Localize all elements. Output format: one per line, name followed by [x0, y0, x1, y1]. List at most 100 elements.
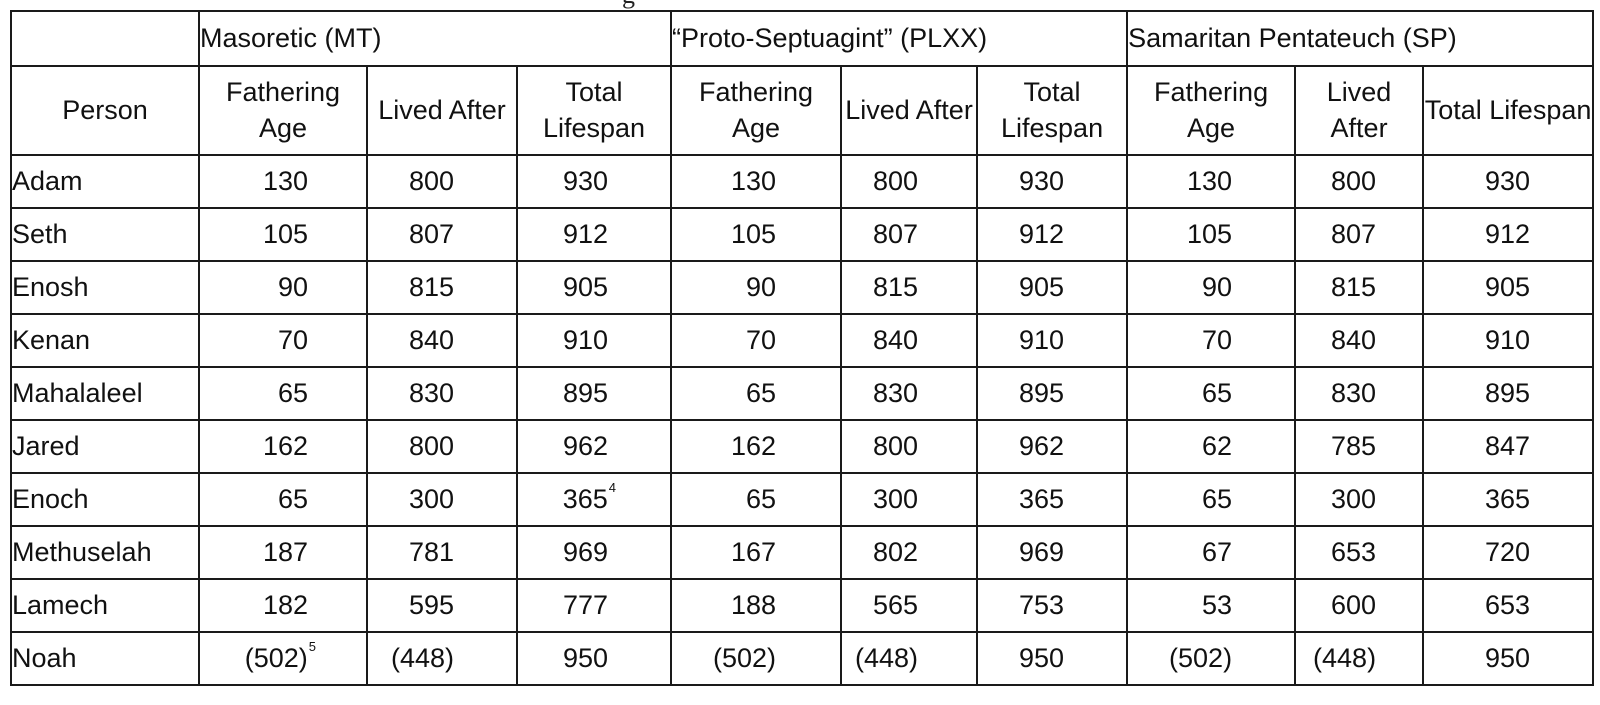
value-cell: 65	[670, 472, 843, 527]
cell-value: 840	[872, 324, 919, 355]
value-cell: 905	[976, 260, 1129, 315]
cell-value: 781	[408, 536, 454, 567]
value-cell: 753	[976, 578, 1129, 633]
value-cell: 830	[1294, 366, 1425, 421]
value-cell: 187	[198, 525, 368, 580]
value-cell: 162	[198, 419, 368, 474]
cell-value: 930	[1485, 165, 1531, 196]
value-cell: 950	[515, 631, 673, 686]
cell-value: 800	[872, 430, 919, 461]
value-cell: 800	[366, 419, 518, 474]
cell-value: 905	[1485, 271, 1531, 302]
cell-value: 365	[562, 483, 608, 514]
value-cell: 950	[976, 631, 1129, 686]
value-cell: 65	[670, 366, 843, 421]
value-cell: 90	[670, 260, 843, 315]
value-cell: 969	[515, 525, 673, 580]
cell-value: 595	[408, 589, 454, 620]
cell-value: 910	[1485, 324, 1531, 355]
value-cell: 807	[366, 207, 518, 262]
value-cell: 188	[670, 578, 843, 633]
cell-value: 807	[408, 218, 454, 249]
cell-value: 65	[745, 483, 777, 514]
value-cell: 167	[670, 525, 843, 580]
corner-cell	[10, 10, 200, 67]
value-cell: 930	[515, 154, 673, 209]
cell-value: 950	[562, 642, 609, 673]
cell-value: 800	[1331, 165, 1377, 196]
cell-value: 90	[745, 271, 777, 302]
cell-value: 65	[277, 483, 308, 514]
value-cell: 105	[670, 207, 843, 262]
cell-value: 182	[262, 589, 308, 620]
cell-value: 800	[408, 165, 454, 196]
value-cell: 300	[1294, 472, 1425, 527]
value-cell: 300	[840, 472, 979, 527]
value-cell: (502)	[1126, 631, 1297, 686]
table-row: Jared 162 800 962 162 800 962 62 785 847	[10, 419, 1595, 474]
value-cell: 365	[976, 472, 1129, 527]
value-cell: 840	[366, 313, 518, 368]
cell-value: 653	[1331, 536, 1377, 567]
value-cell: (502)5	[198, 631, 368, 686]
cell-value: 565	[872, 589, 919, 620]
cell-value: 969	[1019, 536, 1065, 567]
cell-value: 105	[262, 218, 308, 249]
cell-value: 895	[1485, 377, 1531, 408]
cell-value: 830	[872, 377, 919, 408]
value-cell: 595	[366, 578, 518, 633]
value-cell: 807	[1294, 207, 1425, 262]
value-cell: 130	[670, 154, 843, 209]
value-cell: 65	[198, 472, 368, 527]
cell-value: 90	[277, 271, 308, 302]
value-cell: 910	[515, 313, 673, 368]
cell-value: 300	[408, 483, 454, 514]
cell-value: 950	[1019, 642, 1065, 673]
person-name-cell: Kenan	[10, 313, 200, 368]
value-cell: 830	[366, 366, 518, 421]
person-name-cell: Adam	[10, 154, 200, 209]
cell-value: 910	[562, 324, 609, 355]
person-name-cell: Methuselah	[10, 525, 200, 580]
value-cell: 777	[515, 578, 673, 633]
column-header: Fathering Age	[198, 65, 368, 156]
value-cell: 365	[1422, 472, 1595, 527]
cell-value: 167	[730, 536, 777, 567]
value-cell: 65	[1126, 366, 1297, 421]
cell-value: 188	[730, 589, 777, 620]
group-header-sp: Samaritan Pentateuch (SP)	[1126, 10, 1595, 67]
person-name-cell: Enoch	[10, 472, 200, 527]
cell-value: 90	[1202, 271, 1233, 302]
cell-value: 912	[1019, 218, 1065, 249]
value-cell: 65	[198, 366, 368, 421]
value-cell: 910	[976, 313, 1129, 368]
value-cell: 895	[515, 366, 673, 421]
value-cell: 565	[840, 578, 979, 633]
cell-value: 905	[1019, 271, 1065, 302]
group-header-mt: Masoretic (MT)	[197, 10, 673, 67]
value-cell: (448)	[1294, 631, 1425, 686]
value-cell: 3654	[515, 472, 673, 527]
value-cell: 807	[840, 207, 979, 262]
value-cell: 962	[976, 419, 1129, 474]
cell-value: 70	[745, 324, 777, 355]
cell-value: 65	[1202, 377, 1233, 408]
value-cell: 800	[840, 154, 979, 209]
value-cell: 162	[670, 419, 843, 474]
group-header-plxx: “Proto-Septuagint” (PLXX)	[670, 10, 1129, 67]
value-cell: 67	[1126, 525, 1297, 580]
footnote-marker: 5	[308, 638, 316, 654]
table-row: Adam 130 800 930 130 800 930 130 800 930	[10, 154, 1595, 209]
cell-value: 905	[562, 271, 609, 302]
column-header: Fathering Age	[1126, 65, 1297, 156]
cell-value: 815	[872, 271, 919, 302]
footnote-marker: 4	[608, 479, 617, 495]
person-name-cell: Seth	[10, 207, 200, 262]
value-cell: 785	[1294, 419, 1425, 474]
value-cell: 600	[1294, 578, 1425, 633]
value-cell: 653	[1422, 578, 1595, 633]
person-name-cell: Jared	[10, 419, 200, 474]
value-cell: 847	[1422, 419, 1595, 474]
cell-value: 365	[1485, 483, 1531, 514]
value-cell: 840	[1294, 313, 1425, 368]
